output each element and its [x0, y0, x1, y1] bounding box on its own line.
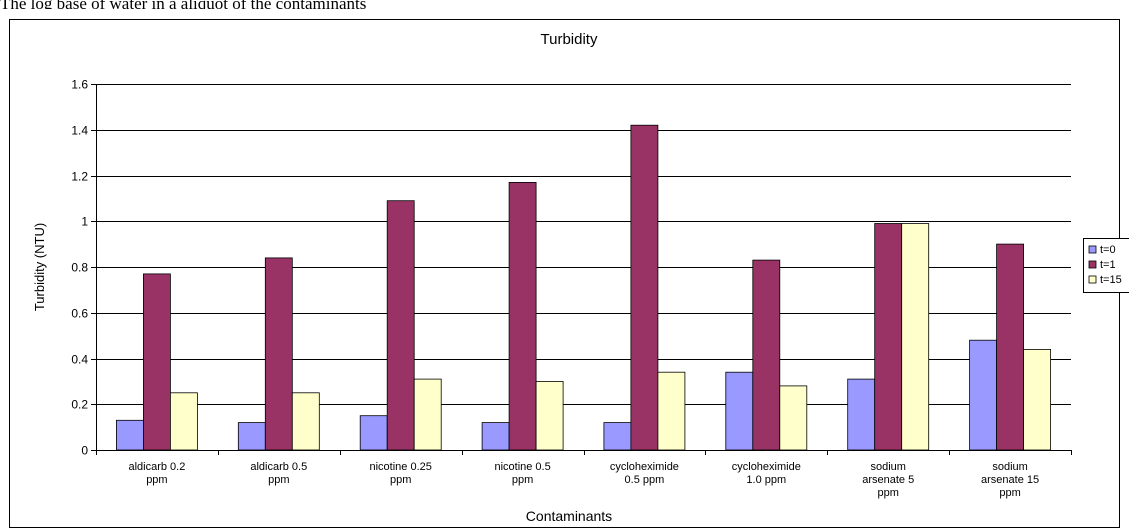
x-tick-label: nicotine 0.25	[370, 461, 432, 473]
y-tick-label: 0	[81, 444, 88, 458]
bar-t=1-7	[996, 243, 1024, 451]
bar-t=1-5	[752, 259, 781, 451]
legend-swatch-t=1	[1088, 260, 1097, 269]
y-tick-label: 0.6	[71, 307, 88, 321]
legend-label: t=0	[1100, 244, 1116, 256]
bar-t=15-0	[169, 392, 198, 451]
x-tick-label: arsenate 15	[981, 474, 1039, 486]
y-tick-label: 0.2	[71, 398, 88, 412]
bar-t=0-7	[969, 339, 997, 451]
bar-t=1-2	[386, 200, 415, 451]
x-tick-label: nicotine 0.5	[494, 461, 550, 473]
legend-label: t=15	[1100, 274, 1122, 286]
bar-t=1-6	[874, 223, 903, 451]
bar-t=15-6	[901, 223, 930, 451]
bar-t=0-3	[481, 422, 510, 451]
x-tick-label: 0.5 ppm	[625, 474, 665, 486]
bar-t=1-3	[508, 181, 537, 451]
x-tick-label: cycloheximide	[610, 461, 679, 473]
bar-t=1-4	[630, 124, 659, 451]
bar-t=0-5	[725, 371, 754, 451]
bar-t=15-7	[1023, 348, 1051, 451]
bar-t=0-2	[359, 415, 388, 451]
bar-t=1-0	[142, 273, 171, 451]
y-tick-label: 1	[81, 215, 88, 229]
bar-t=0-4	[603, 422, 632, 451]
chart-title: Turbidity	[541, 31, 598, 48]
bar-t=15-4	[657, 371, 686, 451]
bar-t=0-6	[847, 378, 876, 451]
bar-t=15-5	[779, 385, 808, 451]
bar-t=0-1	[237, 422, 266, 451]
legend-swatch-t=15	[1088, 275, 1097, 284]
legend: t=0 t=1 t=15	[1083, 238, 1129, 293]
x-tick-label: ppm	[512, 474, 533, 486]
x-tick-label: cycloheximide	[732, 461, 801, 473]
y-tick-label: 1.6	[71, 78, 88, 92]
legend-label: t=1	[1100, 259, 1116, 271]
bar-t=15-2	[413, 378, 442, 451]
x-tick-label: aldicarb 0.2	[128, 461, 185, 473]
x-tick-label: ppm	[877, 487, 898, 499]
x-tick-label: ppm	[268, 474, 289, 486]
page-caption: The log base of water in a aliquot of th…	[0, 0, 1129, 9]
x-tick-label: ppm	[390, 474, 411, 486]
bar-t=1-1	[264, 257, 293, 451]
x-tick-label: ppm	[146, 474, 167, 486]
bar-t=15-1	[291, 392, 320, 451]
y-tick-label: 1.2	[71, 170, 88, 184]
x-tick-label: 1.0 ppm	[746, 474, 786, 486]
chart-frame	[9, 19, 1120, 528]
y-tick-label: 0.8	[71, 261, 88, 275]
bar-t=0-0	[116, 419, 144, 451]
y-tick-label: 0.4	[71, 353, 88, 367]
x-tick-label: aldicarb 0.5	[250, 461, 307, 473]
legend-swatch-t=0	[1088, 245, 1097, 254]
x-axis-label: Contaminants	[526, 508, 612, 524]
y-tick-label: 1.4	[71, 124, 88, 138]
x-tick-label: arsenate 5	[862, 474, 914, 486]
x-tick-label: ppm	[999, 487, 1020, 499]
bar-t=15-3	[535, 380, 564, 451]
bars	[116, 124, 1051, 451]
x-tick-label: sodium	[992, 461, 1027, 473]
x-tick-label: sodium	[870, 461, 905, 473]
y-axis-label: Turbidity (NTU)	[32, 223, 47, 311]
axes	[91, 84, 1072, 455]
